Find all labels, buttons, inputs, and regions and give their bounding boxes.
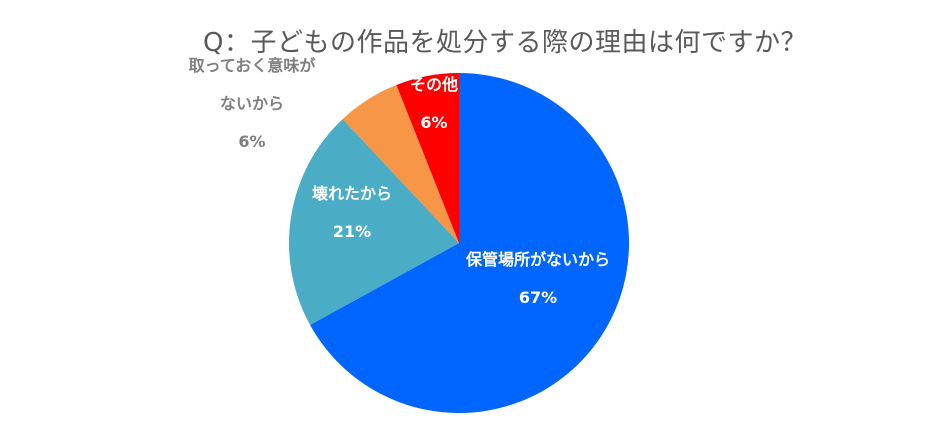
slice-value-label: 6% — [238, 132, 265, 151]
slice-value-label: 6% — [420, 113, 447, 132]
slice-value-label: 67% — [519, 288, 557, 307]
slice-value-label: 21% — [333, 222, 371, 241]
slice-category-label: その他 — [410, 75, 458, 94]
pie-slice — [342, 84, 459, 243]
chart-title: Q：子どもの作品を処分する際の理由は何ですか？ — [203, 28, 807, 58]
slice-category-label: 壊れたから — [312, 184, 392, 203]
slice-category-label: 取っておく意味が — [189, 56, 316, 75]
slice-category-label: 保管場所がないから — [465, 250, 610, 269]
pie-slice — [396, 73, 459, 243]
pie-slice — [310, 73, 630, 413]
slice-category-label: ないから — [220, 94, 284, 113]
pie-slice — [289, 119, 459, 325]
